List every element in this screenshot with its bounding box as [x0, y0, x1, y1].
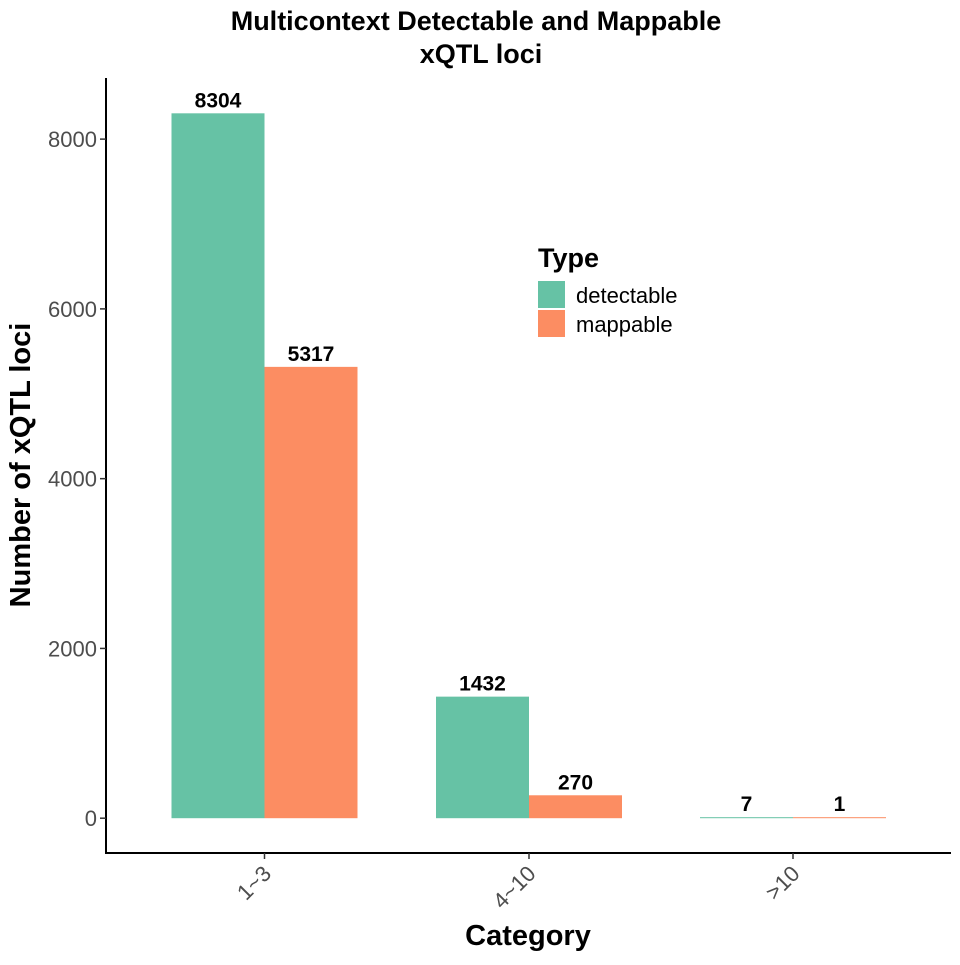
bar-detectable-1 — [436, 696, 529, 819]
legend-title: Type — [538, 243, 599, 273]
value-label-mappable-0: 5317 — [288, 343, 335, 366]
value-label-detectable-2: 7 — [741, 793, 753, 816]
legend-label-detectable: detectable — [576, 283, 678, 308]
y-axis-ticks: 0 2000 4000 6000 8000 — [48, 127, 106, 831]
x-tick-label: 1~3 — [232, 861, 276, 905]
y-axis-title: Number of xQTL loci — [5, 323, 37, 608]
bars-group — [171, 113, 886, 819]
bar-detectable-2 — [700, 817, 793, 819]
y-tick-label: 4000 — [48, 467, 97, 492]
y-tick-label: 2000 — [48, 636, 97, 661]
x-tick-label: 4~10 — [488, 861, 541, 914]
y-tick-label: 6000 — [48, 297, 97, 322]
bar-mappable-2 — [793, 817, 886, 819]
bar-detectable-0 — [171, 113, 265, 819]
value-labels-group: 8304 5317 1432 270 7 1 — [195, 89, 846, 816]
value-label-detectable-0: 8304 — [195, 89, 242, 112]
x-axis-ticks: 1~3 4~10 >10 — [232, 853, 805, 914]
chart-title-line1: Multicontext Detectable and Mappable — [231, 6, 722, 36]
bar-mappable-1 — [529, 795, 622, 819]
legend-label-mappable: mappable — [576, 312, 673, 337]
x-axis-title: Category — [465, 920, 591, 952]
x-tick-label: >10 — [760, 861, 804, 905]
legend: Type detectable mappable — [538, 243, 678, 337]
y-tick-label: 8000 — [48, 127, 97, 152]
y-tick-label: 0 — [85, 806, 97, 831]
legend-swatch-mappable — [538, 310, 565, 337]
value-label-detectable-1: 1432 — [459, 673, 506, 696]
value-label-mappable-1: 270 — [558, 771, 593, 794]
value-label-mappable-2: 1 — [834, 793, 846, 816]
chart-title-line2: xQTL loci — [420, 39, 543, 69]
bar-mappable-0 — [264, 366, 358, 819]
legend-swatch-detectable — [538, 281, 565, 308]
